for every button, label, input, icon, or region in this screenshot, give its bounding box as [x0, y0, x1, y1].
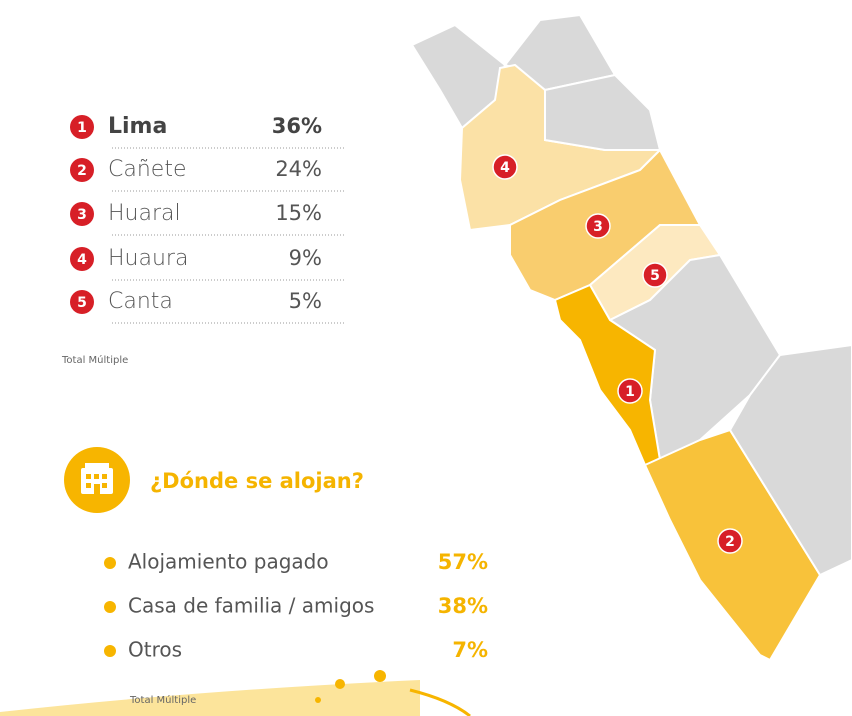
- lodging-name: Casa de familia / amigos: [128, 594, 374, 618]
- district-name: Canta: [108, 289, 173, 314]
- decoration: [0, 670, 471, 716]
- map-badge: [585, 213, 611, 239]
- map-badge-number: 1: [625, 384, 635, 400]
- lodging-share: 38%: [438, 594, 488, 618]
- map-badge: [717, 528, 743, 554]
- bullet: [104, 601, 116, 613]
- map-badge: [642, 262, 668, 288]
- note: Total Múltiple: [61, 354, 128, 366]
- map-badge-number: 2: [725, 534, 735, 550]
- rank-badge: [70, 290, 94, 314]
- bullet: [104, 645, 116, 657]
- rank-badge: [70, 115, 94, 139]
- lodging-share: 57%: [438, 550, 488, 574]
- map-area: [544, 73, 662, 151]
- district-name: Cañete: [108, 157, 186, 182]
- lodging-name: Alojamiento pagado: [128, 550, 329, 574]
- rank-badge: [70, 247, 94, 271]
- map-area: [728, 343, 852, 577]
- map-badge-number: 3: [593, 219, 603, 235]
- building-icon: [81, 463, 113, 494]
- rank-number: 1: [77, 120, 87, 136]
- map-badge: [492, 154, 518, 180]
- district-name: Huaura: [108, 246, 188, 271]
- rank-number: 2: [77, 163, 87, 179]
- district-share: 5%: [289, 289, 322, 313]
- map-badge-number: 5: [650, 268, 660, 284]
- district-share: 36%: [272, 114, 322, 138]
- rank-badge: [70, 202, 94, 226]
- district-share: 24%: [275, 157, 322, 181]
- map-badge-number: 4: [500, 160, 510, 176]
- bullet: [104, 557, 116, 569]
- rank-number: 4: [77, 252, 87, 268]
- district-name: Lima: [108, 114, 167, 139]
- lodging-share: 7%: [452, 638, 488, 662]
- district-share: 15%: [275, 201, 322, 225]
- rank-number: 3: [77, 207, 87, 223]
- map-badge: [617, 378, 643, 404]
- district-share: 9%: [289, 246, 322, 270]
- section-title: ¿Dónde se alojan?: [150, 469, 364, 493]
- rank-badge: [70, 158, 94, 182]
- rank-number: 5: [77, 295, 87, 311]
- lodging-name: Otros: [128, 638, 182, 662]
- note: Total Múltiple: [129, 694, 196, 706]
- district-name: Huaral: [108, 201, 181, 226]
